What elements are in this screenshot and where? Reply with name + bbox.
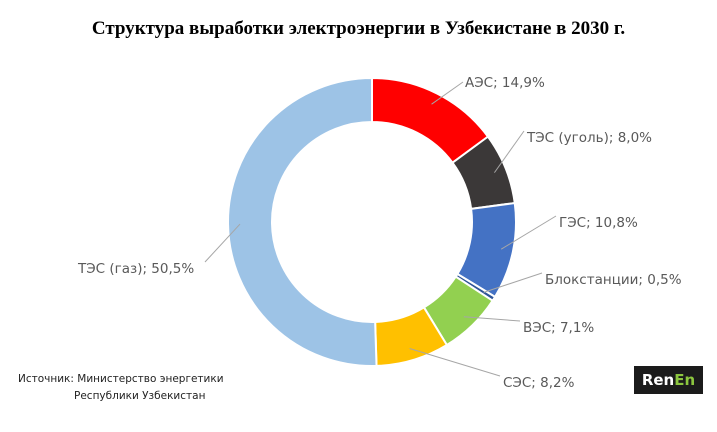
leader-line-5 bbox=[409, 348, 501, 377]
source-note: Источник: Министерство энергетики Респуб… bbox=[18, 371, 224, 405]
slice-6 bbox=[227, 76, 378, 367]
source-line-2: Республики Узбекистан bbox=[74, 390, 206, 402]
logo-part-1: Ren bbox=[641, 371, 675, 389]
slice-label-4: ВЭС; 7,1% bbox=[523, 320, 594, 336]
slice-label-3: Блокстанции; 0,5% bbox=[545, 272, 682, 288]
leader-line-4 bbox=[463, 316, 521, 322]
leader-line-6 bbox=[204, 223, 241, 263]
source-line-1: Источник: Министерство энергетики bbox=[18, 373, 224, 385]
renen-logo: RenEn bbox=[634, 366, 703, 394]
leader-line-1 bbox=[494, 130, 525, 173]
slice-label-6: ТЭС (газ); 50,5% bbox=[77, 261, 194, 277]
slice-label-2: ГЭС; 10,8% bbox=[559, 215, 638, 231]
chart-title: Структура выработки электроэнергии в Узб… bbox=[91, 18, 626, 39]
leader-line-0 bbox=[431, 81, 464, 105]
leader-line-3 bbox=[483, 272, 543, 293]
leader-line-2 bbox=[500, 215, 557, 250]
slice-label-0: АЭС; 14,9% bbox=[465, 75, 545, 91]
slice-label-5: СЭС; 8,2% bbox=[503, 375, 575, 391]
slice-label-1: ТЭС (уголь); 8,0% bbox=[526, 130, 652, 146]
logo-part-2: En bbox=[674, 371, 696, 389]
